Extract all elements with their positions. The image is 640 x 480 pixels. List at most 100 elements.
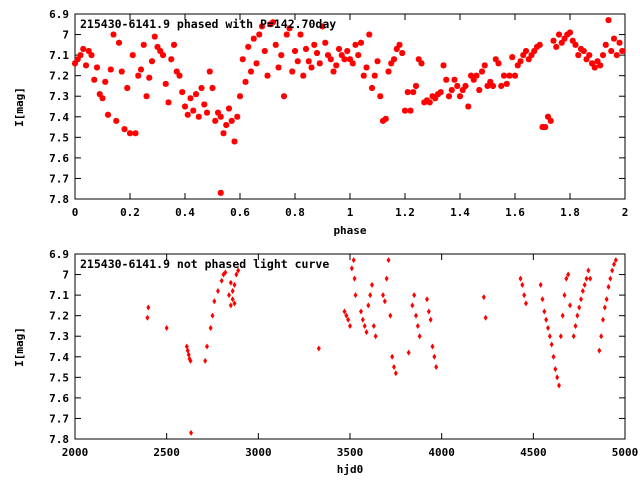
data-point — [528, 52, 535, 59]
data-point — [567, 29, 573, 36]
data-point — [437, 89, 444, 96]
data-point — [448, 87, 455, 94]
data-point — [362, 322, 367, 329]
data-point — [203, 357, 208, 364]
data-point — [597, 62, 604, 69]
data-point — [201, 101, 208, 108]
data-point — [371, 322, 376, 329]
data-point — [359, 308, 363, 315]
data-point — [239, 56, 246, 63]
data-point — [220, 130, 227, 137]
y-tick-label: 7.1 — [49, 289, 69, 302]
data-point — [232, 281, 237, 288]
data-point — [619, 48, 626, 54]
data-point — [369, 85, 375, 91]
data-point — [303, 45, 309, 52]
data-point — [608, 48, 615, 54]
data-point — [209, 85, 216, 91]
x-axis-ticks: 0 0.2 0.4 0.6 0.8 1 1.2 1.4 1.6 1.8 2 — [72, 14, 628, 219]
data-point — [77, 52, 84, 59]
data-point — [370, 281, 374, 288]
data-point — [518, 275, 523, 282]
x-tick-label: 4000 — [428, 446, 455, 459]
data-point — [336, 45, 342, 52]
data-point — [205, 343, 209, 350]
data-point — [388, 60, 395, 67]
data-point — [415, 322, 420, 329]
data-point — [151, 33, 158, 40]
data-point — [597, 347, 602, 354]
data-point — [440, 62, 447, 69]
y-tick-label: 7 — [62, 29, 69, 42]
data-point — [393, 45, 400, 52]
data-point — [606, 283, 611, 290]
data-point — [412, 292, 417, 299]
data-point — [407, 107, 414, 114]
data-point — [360, 72, 367, 79]
data-point — [553, 366, 558, 373]
data-point — [227, 292, 231, 299]
data-point — [545, 113, 551, 120]
data-point — [580, 48, 587, 54]
data-point — [414, 312, 418, 319]
data-point — [457, 93, 463, 100]
data-point — [421, 99, 428, 106]
data-point — [424, 97, 430, 104]
data-point — [236, 267, 241, 274]
data-point — [338, 52, 345, 59]
data-point — [215, 109, 221, 116]
data-point — [410, 302, 415, 309]
data-point — [604, 296, 609, 303]
data-point — [132, 130, 139, 137]
data-point — [327, 56, 334, 63]
data-point — [187, 95, 194, 102]
data-point — [608, 275, 613, 282]
unphased-light-curve-panel: 6.9 7 7.1 7.2 7.3 7.4 7.5 7.6 7.7 7.8 2000 2500 300… — [13, 248, 638, 476]
data-point — [160, 52, 166, 59]
data-point — [294, 58, 301, 65]
data-point — [348, 322, 352, 329]
data-point — [429, 93, 436, 100]
y-tick-label: 7.6 — [49, 392, 69, 405]
data-point — [344, 48, 351, 54]
plot-frame — [74, 13, 626, 200]
x-axis-label: hjd0 — [337, 463, 364, 476]
data-point — [536, 41, 543, 48]
data-point — [74, 56, 81, 63]
data-point — [558, 333, 563, 340]
data-point — [613, 257, 618, 264]
data-point — [234, 271, 239, 278]
data-point — [259, 23, 265, 30]
data-point — [371, 72, 378, 79]
data-point — [333, 62, 340, 69]
data-point — [228, 302, 233, 309]
data-point — [525, 56, 532, 63]
data-point — [314, 50, 320, 57]
data-point — [385, 68, 392, 75]
data-point — [83, 62, 89, 69]
data-point — [600, 52, 606, 59]
data-point — [182, 103, 188, 110]
data-point — [316, 60, 323, 67]
data-point — [146, 304, 151, 311]
data-point — [481, 62, 488, 69]
data-point — [612, 261, 616, 268]
data-point — [443, 76, 450, 83]
data-point — [531, 48, 538, 54]
x-tick-label: 1 — [347, 206, 354, 219]
data-point — [228, 117, 235, 124]
data-point — [231, 138, 238, 145]
data-point — [432, 95, 439, 102]
data-point — [446, 93, 452, 100]
data-point — [430, 343, 435, 350]
data-point — [382, 298, 387, 305]
data-point — [553, 43, 560, 50]
data-point — [216, 288, 220, 294]
data-point — [399, 50, 406, 57]
x-tick-label: 3500 — [337, 446, 364, 459]
data-point — [470, 76, 477, 83]
data-point — [272, 41, 279, 48]
data-point — [501, 72, 507, 79]
data-point — [377, 93, 384, 100]
data-point — [347, 56, 353, 63]
